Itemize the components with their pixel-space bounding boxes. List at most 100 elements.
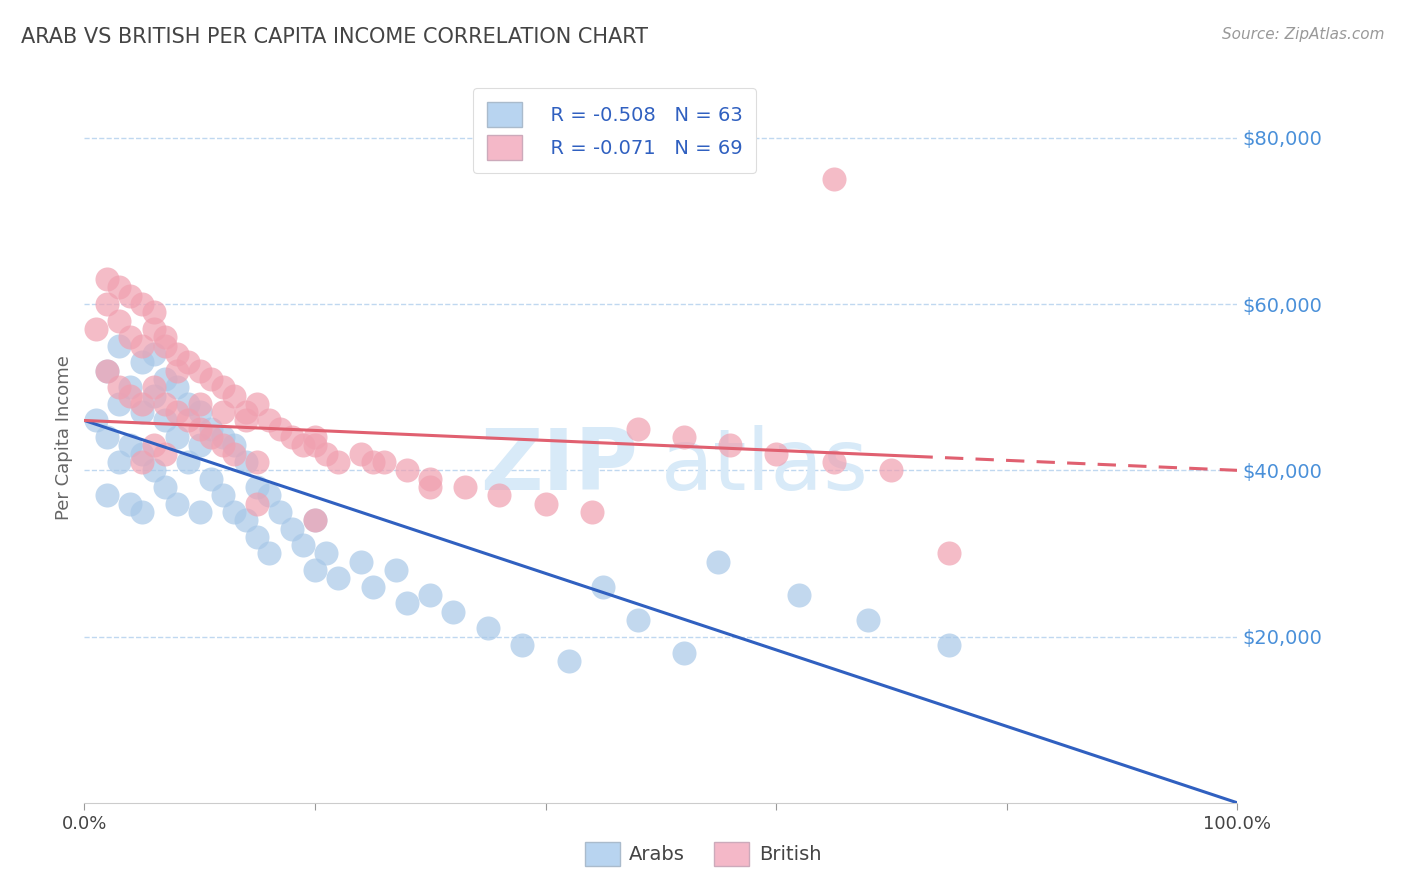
Point [166, 347, 188, 361]
Point [142, 380, 165, 394]
Point [188, 422, 211, 436]
Point [200, 430, 222, 444]
Point [787, 588, 810, 602]
Point [96, 363, 118, 377]
Point [153, 413, 176, 427]
Point [269, 422, 291, 436]
Point [361, 455, 384, 469]
Point [211, 488, 233, 502]
Point [304, 438, 326, 452]
Point [188, 505, 211, 519]
Point [177, 413, 200, 427]
Point [419, 588, 441, 602]
Point [246, 530, 269, 544]
Point [235, 413, 257, 427]
Point [350, 555, 373, 569]
Y-axis label: Per Capita Income: Per Capita Income [55, 355, 73, 519]
Point [292, 438, 315, 452]
Point [200, 422, 222, 436]
Point [84, 322, 107, 336]
Point [627, 422, 650, 436]
Point [131, 505, 153, 519]
Point [166, 405, 188, 419]
Point [627, 613, 650, 627]
Point [131, 405, 153, 419]
Point [419, 472, 441, 486]
Point [396, 596, 419, 610]
Point [131, 455, 153, 469]
Point [166, 497, 188, 511]
Point [84, 413, 107, 427]
Point [188, 397, 211, 411]
Point [235, 405, 257, 419]
Point [142, 388, 165, 402]
Point [454, 480, 477, 494]
Point [269, 505, 291, 519]
Point [557, 655, 579, 669]
Point [200, 472, 222, 486]
Point [188, 438, 211, 452]
Point [142, 438, 165, 452]
Point [142, 463, 165, 477]
Point [211, 438, 233, 452]
Point [96, 363, 118, 377]
Point [200, 372, 222, 386]
Point [108, 397, 131, 411]
Point [120, 380, 142, 394]
Point [96, 272, 118, 286]
Point [350, 447, 373, 461]
Point [224, 447, 246, 461]
Point [166, 430, 188, 444]
Point [938, 546, 960, 560]
Point [592, 580, 614, 594]
Point [120, 388, 142, 402]
Point [96, 430, 118, 444]
Point [96, 488, 118, 502]
Point [235, 455, 257, 469]
Point [235, 513, 257, 527]
Point [304, 430, 326, 444]
Point [257, 488, 280, 502]
Point [707, 555, 730, 569]
Point [211, 380, 233, 394]
Point [224, 388, 246, 402]
Point [672, 430, 695, 444]
Point [131, 338, 153, 352]
Point [292, 538, 315, 552]
Point [326, 455, 349, 469]
Point [142, 305, 165, 319]
Point [131, 355, 153, 369]
Point [131, 447, 153, 461]
Legend:   R = -0.508   N = 63,   R = -0.071   N = 69: R = -0.508 N = 63, R = -0.071 N = 69 [474, 88, 756, 173]
Point [96, 297, 118, 311]
Point [880, 463, 903, 477]
Point [153, 397, 176, 411]
Point [441, 605, 464, 619]
Text: ZIP: ZIP [479, 425, 638, 508]
Point [672, 646, 695, 660]
Point [534, 497, 557, 511]
Point [326, 571, 349, 585]
Point [765, 447, 787, 461]
Legend: Arabs, British: Arabs, British [576, 834, 830, 873]
Point [120, 497, 142, 511]
Point [581, 505, 603, 519]
Point [142, 322, 165, 336]
Point [246, 497, 269, 511]
Point [120, 438, 142, 452]
Point [211, 430, 233, 444]
Point [108, 380, 131, 394]
Point [396, 463, 419, 477]
Point [177, 355, 200, 369]
Point [858, 613, 880, 627]
Point [384, 563, 406, 577]
Point [153, 447, 176, 461]
Point [315, 546, 337, 560]
Point [224, 438, 246, 452]
Point [512, 638, 534, 652]
Point [108, 280, 131, 294]
Point [224, 505, 246, 519]
Point [488, 488, 510, 502]
Point [304, 513, 326, 527]
Point [304, 513, 326, 527]
